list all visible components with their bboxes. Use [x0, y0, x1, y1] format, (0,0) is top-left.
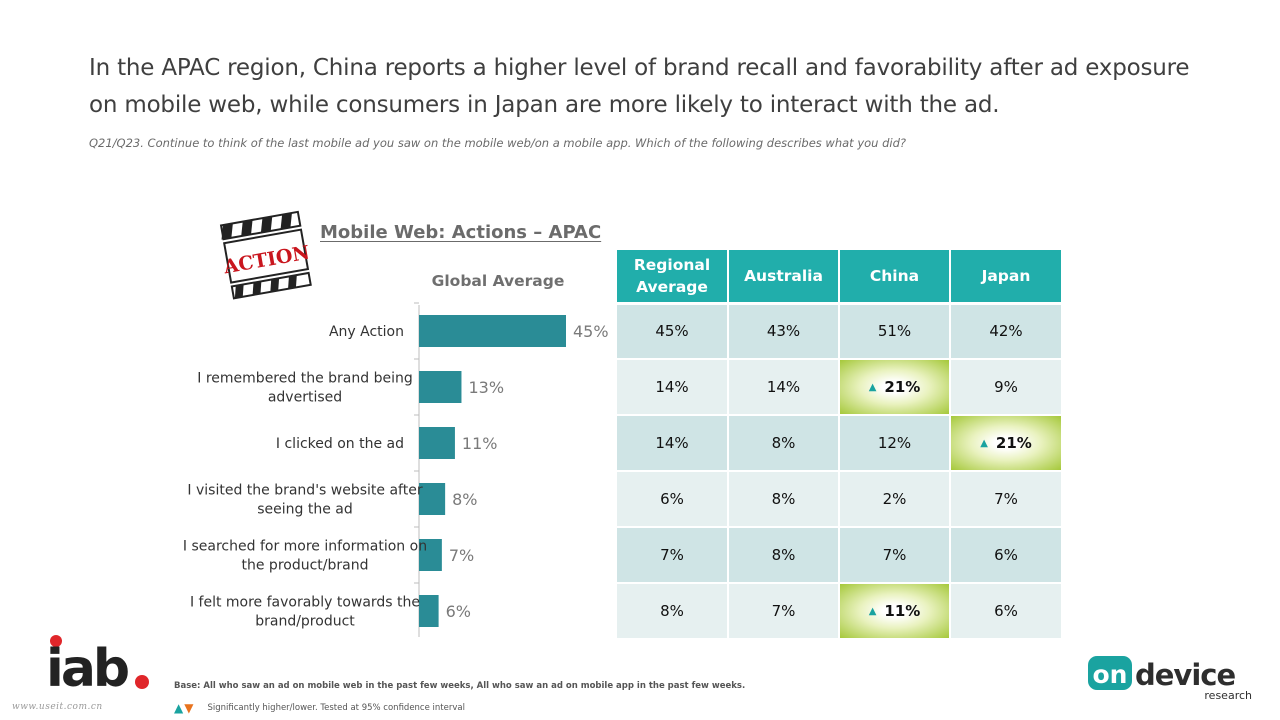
table-cell: 51% [839, 303, 951, 360]
table-cell-value: 8% [771, 546, 796, 564]
table-cell-value: 12% [877, 434, 912, 452]
bar-value-label: 11% [462, 434, 498, 453]
table-column-header: Regional Average [617, 250, 729, 305]
base-note: Base: All who saw an ad on mobile web in… [174, 681, 746, 691]
table-cell-value: 7% [771, 602, 796, 620]
brand-research-text: research [1204, 689, 1252, 702]
bar-value-label: 45% [573, 322, 609, 341]
table-row: 14% 14% ▲ 21% 9% [617, 359, 1061, 416]
table-cell-value: 8% [660, 602, 684, 620]
table-cell-value: 43% [766, 322, 801, 341]
category-label: I visited the brand's website after seein… [187, 483, 422, 518]
table-column-header: Australia [728, 250, 840, 305]
triangle-up-icon: ▲ [174, 701, 184, 715]
table-cell: 2% [839, 471, 951, 528]
table-cell: 14% [617, 415, 729, 472]
table-cell-value: 6% [660, 490, 684, 508]
bar [419, 371, 462, 403]
table-column-header: China [839, 250, 951, 305]
table-cell-value: 21% [995, 434, 1032, 452]
iab-logo: iab [46, 635, 149, 692]
table-cell-value: 14% [655, 434, 689, 452]
table-cell-value: 8% [771, 490, 796, 508]
table-cell: 6% [950, 583, 1061, 640]
table-cell: 9% [950, 359, 1061, 416]
table-cell-value: 21% [884, 378, 921, 396]
category-label: I felt more favorably towards the brand/p… [190, 595, 420, 630]
table-cell-value: 14% [766, 378, 801, 396]
table-row: 6% 8% 2% 7% [617, 471, 1061, 528]
table-cell: 6% [617, 471, 729, 528]
table-cell-value: 45% [655, 322, 689, 341]
significance-legend: ▲ ▼ Significantly higher/lower. Tested a… [174, 701, 465, 715]
table-cell-value: 14% [655, 378, 689, 396]
table-cell-value: 7% [994, 490, 1018, 508]
table-row: 8% 7% ▲ 11% 6% [617, 583, 1061, 640]
category-label: I clicked on the ad [276, 436, 404, 452]
survey-question: Q21/Q23. Continue to think of the last m… [89, 136, 907, 150]
table-cell: 12% [839, 415, 951, 472]
table-cell: 14% [728, 359, 840, 416]
table-header-row: Regional Average Australia China Japan [617, 250, 1061, 305]
bar [419, 315, 566, 347]
table-cell: 7% [617, 527, 729, 584]
brand-device-text: device [1135, 658, 1235, 692]
regional-table: Regional Average Australia China Japan 45% 43… [617, 250, 1061, 640]
table-cell: 7% [728, 583, 840, 640]
table-cell: 14% [617, 359, 729, 416]
significant-higher-icon: ▲ [980, 438, 988, 449]
headline: In the APAC region, China reports a high… [89, 55, 1190, 118]
legend-text: Significantly higher/lower. Tested at 95… [207, 703, 465, 713]
chart-title: Mobile Web: Actions – APAC [320, 222, 602, 243]
action-clapperboard-icon: ACTION [219, 210, 312, 300]
ondevice-research-logo: on device research [1088, 656, 1252, 702]
bar-value-label: 6% [446, 602, 471, 621]
table-cell: 7% [950, 471, 1061, 528]
bar-value-label: 7% [449, 546, 474, 565]
table-cell-value: 42% [989, 322, 1023, 341]
table-cell-value: 2% [882, 490, 907, 508]
bar [419, 595, 439, 627]
table-cell: 8% [728, 471, 840, 528]
bar [419, 539, 442, 571]
table-cell: 43% [728, 303, 840, 360]
bar-value-label: 13% [468, 378, 504, 397]
table-cell-value: 7% [660, 546, 684, 564]
bar [419, 427, 455, 459]
significant-higher-icon: ▲ [868, 606, 877, 617]
significant-higher-icon: ▲ [868, 382, 877, 393]
table-cell: 8% [728, 527, 840, 584]
category-label: I searched for more information on the pr… [183, 539, 427, 574]
table-row: 14% 8% 12% ▲ 21% [617, 415, 1061, 472]
table-cell-value: 6% [994, 602, 1018, 620]
table-cell: 6% [950, 527, 1061, 584]
table-cell-value: 8% [771, 434, 796, 452]
table-row: 7% 8% 7% 6% [617, 527, 1061, 584]
bar-value-label: 8% [452, 490, 477, 509]
table-cell: 8% [728, 415, 840, 472]
svg-text:iab: iab [46, 639, 128, 692]
table-cell: ▲ 11% [839, 583, 951, 640]
triangle-down-icon: ▼ [184, 701, 194, 715]
category-label: Any Action [329, 324, 404, 340]
table-row: 45% 43% 51% 42% [617, 303, 1061, 360]
table-cell: 42% [950, 303, 1061, 360]
table-cell: 8% [617, 583, 729, 640]
watermark: www.useit.com.cn [12, 702, 103, 712]
global-average-label: Global Average [431, 272, 565, 290]
bar [419, 483, 446, 515]
table-cell-value: 51% [877, 322, 912, 341]
table-cell-value: 11% [884, 602, 921, 620]
brand-on-text: on [1093, 660, 1128, 689]
table-cell-value: 9% [994, 378, 1018, 396]
table-cell: ▲ 21% [950, 415, 1061, 472]
table-cell-value: 6% [994, 546, 1018, 564]
table-cell: ▲ 21% [839, 359, 951, 416]
table-cell-value: 7% [882, 546, 907, 564]
table-cell: 45% [617, 303, 729, 360]
table-column-header: Japan [950, 250, 1061, 305]
table-cell: 7% [839, 527, 951, 584]
category-label: I remembered the brand being advertised [197, 371, 412, 406]
